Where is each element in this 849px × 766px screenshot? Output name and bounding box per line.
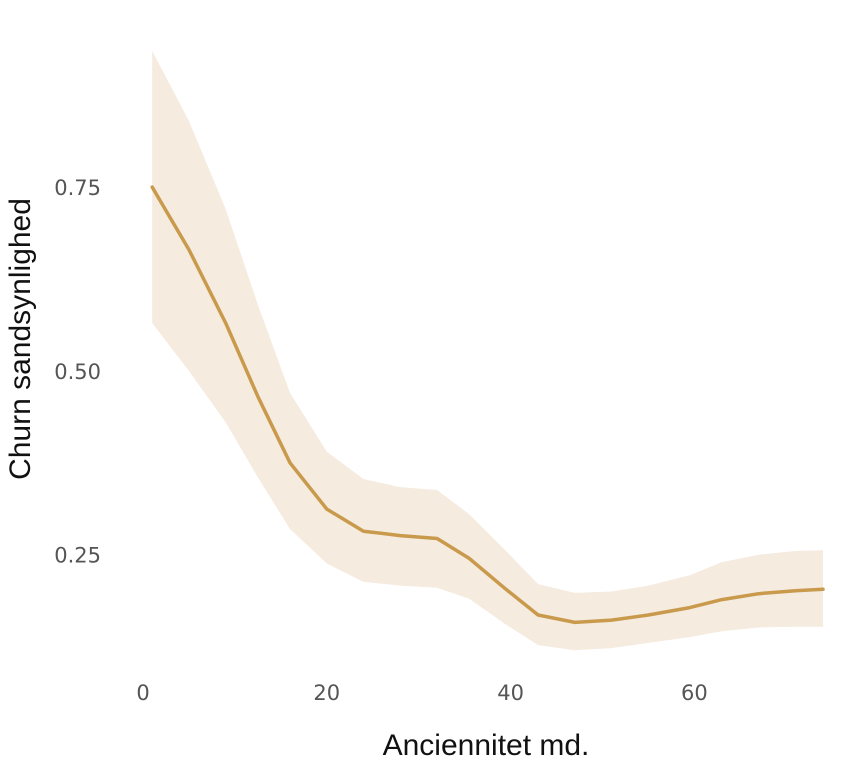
confidence-band (152, 51, 823, 651)
line-layer (150, 185, 825, 625)
x-axis-ticks: 0 20 40 60 (136, 681, 707, 705)
confidence-band-layer (152, 51, 823, 651)
y-tick-label: 0.25 (54, 544, 101, 568)
y-tick-label: 0.50 (54, 360, 101, 384)
x-tick-label: 40 (497, 681, 524, 705)
x-tick-label: 0 (136, 681, 149, 705)
x-tick-label: 60 (681, 681, 708, 705)
y-axis-title: Churn sandsynlighed (4, 198, 37, 480)
x-tick-label: 20 (313, 681, 340, 705)
x-axis-title: Anciennitet md. (383, 729, 590, 762)
series-line (150, 185, 825, 625)
y-tick-label: 0.75 (54, 176, 101, 200)
y-axis-ticks: 0.25 0.50 0.75 (54, 176, 101, 568)
